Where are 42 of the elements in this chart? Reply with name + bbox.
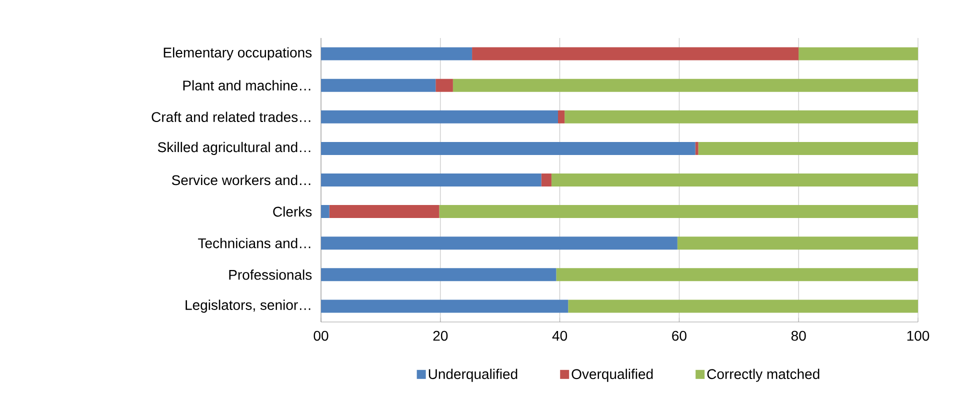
y-tick-label: Clerks xyxy=(273,206,312,217)
bar xyxy=(452,78,918,92)
legend-label: Underqualified xyxy=(428,368,518,382)
y-tick-label: Skilled agricultural and… xyxy=(158,142,310,155)
y-tick-label: Technicians and… xyxy=(198,238,310,248)
bar xyxy=(436,78,453,92)
x-tick-label: 40 xyxy=(552,330,568,341)
x-tick-label: 00 xyxy=(314,330,328,341)
bar xyxy=(698,142,918,155)
bar xyxy=(321,300,568,313)
legend-label: Overqualified xyxy=(572,368,653,382)
bar xyxy=(541,173,552,186)
y-tick-label: Craft and related trades… xyxy=(152,112,310,122)
bar xyxy=(798,47,918,60)
y-tick-label: Professionals xyxy=(229,270,312,280)
bar xyxy=(321,205,330,218)
bar xyxy=(556,268,918,282)
bar xyxy=(329,205,440,218)
bar xyxy=(321,173,542,186)
x-tick-label: 80 xyxy=(791,330,806,341)
bar xyxy=(677,236,918,250)
x-tick-label: 60 xyxy=(672,330,686,341)
bar xyxy=(321,268,556,282)
bar xyxy=(695,142,698,155)
legend-label: Correctly matched xyxy=(707,368,820,382)
bar xyxy=(321,236,678,250)
y-tick-label: Service workers and… xyxy=(172,174,310,186)
bar xyxy=(472,47,799,60)
bar xyxy=(321,47,472,60)
y-tick-label: Elementary occupations xyxy=(164,47,312,60)
bar xyxy=(558,110,565,124)
bar xyxy=(568,300,918,313)
bar xyxy=(321,78,436,92)
bar xyxy=(321,110,558,124)
y-tick-label: Plant and machine… xyxy=(183,80,310,90)
bar xyxy=(551,173,918,186)
y-tick-label: Legislators, senior… xyxy=(186,300,310,313)
bar xyxy=(321,142,696,155)
x-tick-label: 100 xyxy=(907,330,930,341)
bar xyxy=(564,110,918,124)
bar xyxy=(439,205,918,218)
x-tick-label: 20 xyxy=(433,330,448,341)
